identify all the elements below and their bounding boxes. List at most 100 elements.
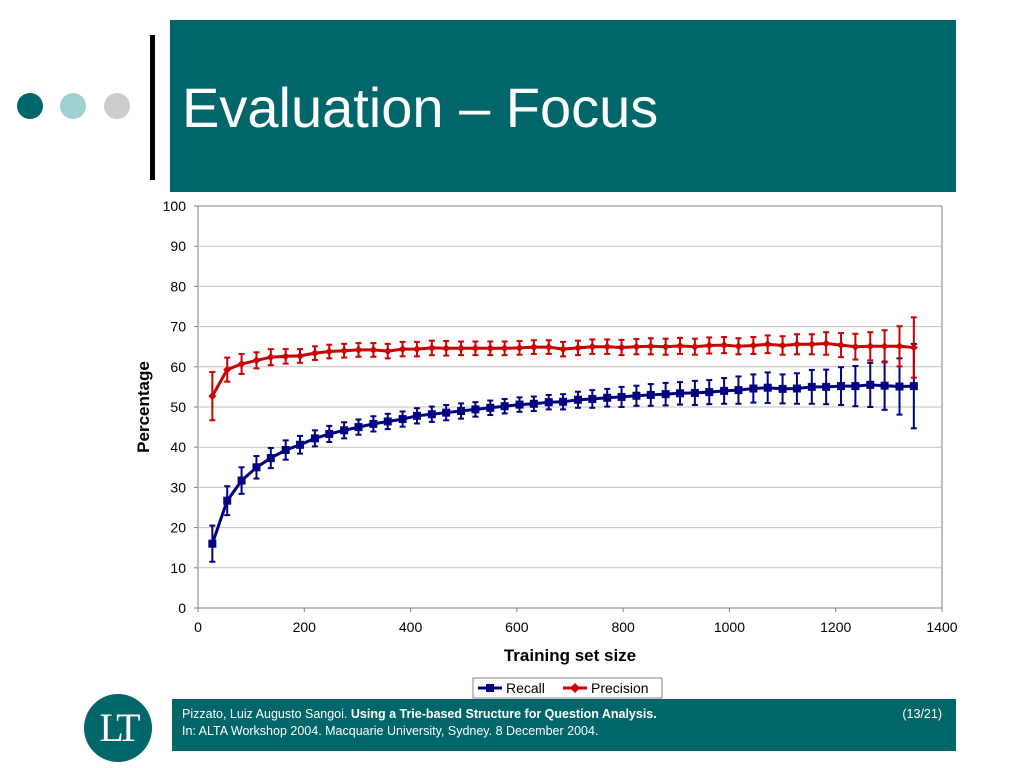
data-point-recall [617,392,626,401]
x-tick-label-1200: 1200 [820,619,851,635]
gridlines [194,205,943,612]
legend-marker-recall [486,684,494,692]
data-point-precision [369,345,378,354]
y-tick-label-40: 40 [170,439,186,455]
data-point-precision [412,345,421,354]
data-point-precision [486,344,495,353]
data-point-recall [369,419,378,428]
data-point-recall [442,408,451,417]
data-point-recall [895,382,904,391]
x-tick-label-400: 400 [399,619,423,635]
title-banner: Evaluation – Focus [170,20,956,192]
data-point-precision [442,344,451,353]
data-point-recall [500,402,509,411]
data-point-recall [734,386,743,395]
data-point-recall [296,440,305,449]
data-point-recall [529,399,538,408]
legend-marker-precision [570,683,580,693]
y-tick-label-60: 60 [170,359,186,375]
data-point-recall [822,382,831,391]
data-point-recall [837,382,846,391]
data-point-precision [661,342,670,351]
data-point-precision [676,341,685,350]
data-point-precision [237,359,246,368]
data-point-precision [266,353,275,362]
footer-author: Pizzato, Luiz Augusto Sangoi. [182,707,348,721]
data-point-precision [851,342,860,351]
data-point-precision [573,343,582,352]
data-point-precision [617,343,626,352]
data-point-recall [281,446,290,455]
footer-venue: In: ALTA Workshop 2004. Macquarie Univer… [182,724,599,738]
y-tick-label-70: 70 [170,319,186,335]
data-point-precision [471,344,480,353]
data-point-precision [310,349,319,358]
data-point-recall [792,384,801,393]
data-point-precision [690,342,699,351]
data-point-precision [880,342,889,351]
data-point-precision [909,343,918,352]
legend-label-recall: Recall [506,680,545,696]
data-point-precision [866,342,875,351]
data-point-precision [705,341,714,350]
series-precision [208,316,918,422]
y-tick-label-30: 30 [170,479,186,495]
data-point-precision [807,340,816,349]
data-point-precision [340,346,349,355]
data-point-precision [603,342,612,351]
data-point-precision [296,351,305,360]
data-point-precision [646,342,655,351]
data-point-precision [500,344,509,353]
x-tick-label-600: 600 [505,619,529,635]
series-group [208,316,918,563]
data-point-precision [252,356,261,365]
data-point-precision [325,347,334,356]
x-tick-label-0: 0 [194,619,202,635]
data-point-recall [778,384,787,393]
slide-title: Evaluation – Focus [182,76,659,139]
data-point-precision [544,343,553,352]
data-point-precision [763,340,772,349]
data-point-recall [427,410,436,419]
data-point-precision [515,343,524,352]
lt-logo: LT [84,694,152,762]
data-point-recall [690,388,699,397]
data-point-recall [471,405,480,414]
x-axis-label: Training set size [504,646,636,665]
data-point-recall [544,398,553,407]
data-point-precision [720,341,729,350]
data-point-precision [837,341,846,350]
data-point-precision [559,345,568,354]
data-point-recall [237,476,246,485]
y-tick-label-50: 50 [170,399,186,415]
data-point-recall [252,463,261,472]
x-tick-label-1400: 1400 [926,619,957,635]
data-point-recall [763,383,772,392]
data-point-recall [632,391,641,400]
y-tick-label-10: 10 [170,560,186,576]
decor-dot-3 [104,93,130,119]
data-point-precision [427,343,436,352]
data-point-precision [354,345,363,354]
decor-dot-2 [60,93,86,119]
data-point-precision [398,345,407,354]
x-tick-label-200: 200 [293,619,317,635]
footer-paper-title: Using a Trie-based Structure for Questio… [350,707,657,721]
data-point-recall [208,539,217,548]
data-point-precision [632,342,641,351]
y-tick-label-90: 90 [170,238,186,254]
data-point-recall [807,382,816,391]
decor-dot-1 [17,93,43,119]
data-point-recall [866,380,875,389]
data-point-recall [909,382,918,391]
legend: Recall Precision [472,677,663,699]
data-point-recall [661,390,670,399]
data-point-recall [457,407,466,416]
footer-bar: Pizzato, Luiz Augusto Sangoi. Using a Tr… [172,699,956,751]
data-point-recall [705,388,714,397]
data-point-precision [281,352,290,361]
data-point-precision [208,392,217,401]
data-point-recall [223,496,232,505]
